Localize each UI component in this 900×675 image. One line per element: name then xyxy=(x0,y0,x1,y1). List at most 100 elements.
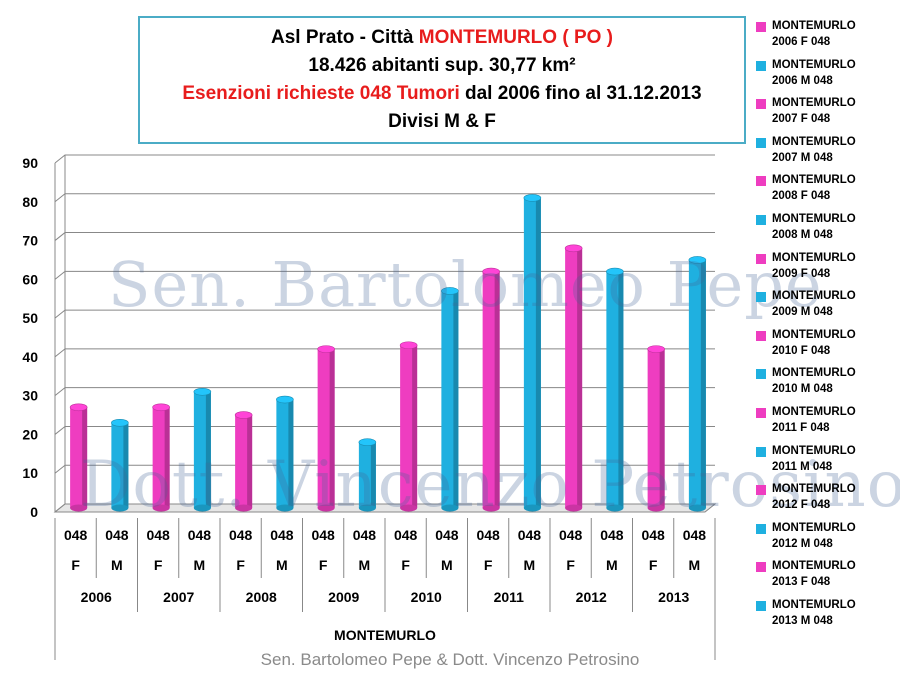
bar-2010-M xyxy=(441,287,459,512)
legend-item: MONTEMURLO 2009 M 048 xyxy=(752,288,900,327)
plot-back-wall xyxy=(65,155,715,504)
legend-label: MONTEMURLO 2012 M 048 xyxy=(772,521,856,550)
x-tick-code: 048 xyxy=(394,527,418,543)
legend-label: MONTEMURLO 2010 F 048 xyxy=(772,328,856,357)
legend-item: MONTEMURLO 2011 M 048 xyxy=(752,443,900,482)
x-tick-code: 048 xyxy=(105,527,129,543)
x-tick-code: 048 xyxy=(64,527,88,543)
bar-bottom-cap xyxy=(193,504,211,512)
bar-bottom-cap xyxy=(688,504,706,512)
legend-item: MONTEMURLO 2010 F 048 xyxy=(752,327,900,366)
bar-top-cap xyxy=(564,244,583,253)
legend-swatch xyxy=(756,214,766,225)
bar-2008-M xyxy=(276,395,294,512)
chart-title-box: Asl Prato - Città MONTEMURLO ( PO ) 18.4… xyxy=(138,16,746,144)
legend-label: MONTEMURLO 2012 F 048 xyxy=(772,483,856,512)
x-tick-sex: M xyxy=(194,557,206,573)
x-tick-sex: F xyxy=(484,557,493,573)
x-tick-year: 2011 xyxy=(494,589,525,605)
x-tick-year: 2012 xyxy=(576,589,607,605)
bar-bottom-cap xyxy=(70,504,88,512)
x-tick-code: 048 xyxy=(146,527,170,543)
legend-label: MONTEMURLO 2007 M 048 xyxy=(772,135,856,164)
bar-2009-F xyxy=(317,345,335,512)
legend-item: MONTEMURLO 2008 F 048 xyxy=(752,172,900,211)
bar-shade xyxy=(659,349,665,508)
legend-swatch xyxy=(756,446,766,457)
legend-swatch xyxy=(756,137,766,148)
legend-swatch xyxy=(756,485,766,496)
bar-bottom-cap xyxy=(523,504,541,512)
bar-2010-F xyxy=(399,341,418,512)
bar-bottom-cap xyxy=(152,504,170,512)
title-line-4: Divisi M & F xyxy=(388,111,496,132)
x-tick-sex: M xyxy=(441,557,453,573)
x-tick-year: 2009 xyxy=(328,589,359,605)
x-tick-code: 048 xyxy=(641,527,665,543)
bar-bottom-cap xyxy=(317,504,335,512)
legend-swatch xyxy=(756,600,766,611)
bar-top-cap xyxy=(193,387,212,396)
bar-shade xyxy=(288,399,294,508)
legend-swatch xyxy=(756,523,766,534)
x-tick-code: 048 xyxy=(188,527,212,543)
legend-item: MONTEMURLO 2007 F 048 xyxy=(752,95,900,134)
legend-item: MONTEMURLO 2006 F 048 xyxy=(752,18,900,57)
title-line-1: Asl Prato - Città MONTEMURLO ( PO ) xyxy=(140,24,744,52)
x-tick-sex: M xyxy=(359,557,371,573)
bar-top-cap xyxy=(482,267,500,276)
bar-2007-F xyxy=(152,403,170,512)
y-tick-label: 0 xyxy=(30,504,38,520)
bar-top-cap xyxy=(399,341,418,350)
bar-2008-F xyxy=(234,411,253,512)
legend-label: MONTEMURLO 2006 M 048 xyxy=(772,58,856,87)
bar-top-cap xyxy=(69,403,88,412)
x-tick-code: 048 xyxy=(683,527,707,543)
bar-2011-F xyxy=(482,267,500,512)
bar-2009-M xyxy=(358,438,377,512)
legend-swatch xyxy=(756,22,766,32)
bar-bottom-cap xyxy=(482,504,500,512)
bar-top-cap xyxy=(688,256,707,264)
legend-label: MONTEMURLO 2008 M 048 xyxy=(772,212,856,241)
y-tick-label: 10 xyxy=(22,465,38,481)
x-tick-sex: F xyxy=(649,557,658,573)
x-tick-code: 048 xyxy=(435,527,459,543)
bar-shade xyxy=(247,415,253,508)
x-tick-code: 048 xyxy=(311,527,335,543)
x-tick-year: 2010 xyxy=(411,589,442,605)
x-tick-year: 2008 xyxy=(246,589,277,605)
x-tick-sex: M xyxy=(524,557,536,573)
legend-item: MONTEMURLO 2012 F 048 xyxy=(752,481,900,520)
x-tick-year: 2007 xyxy=(163,589,194,605)
bar-shade xyxy=(577,248,583,509)
bar-top-cap xyxy=(317,345,335,353)
bar-top-cap xyxy=(606,267,624,276)
title-line-3: Esenzioni richieste 048 Tumori dal 2006 … xyxy=(140,80,744,108)
x-tick-code: 048 xyxy=(600,527,624,543)
legend-label: MONTEMURLO 2013 F 048 xyxy=(772,560,856,589)
y-tick-label: 70 xyxy=(22,233,38,249)
legend-item: MONTEMURLO 2007 M 048 xyxy=(752,134,900,173)
legend-swatch xyxy=(756,330,766,341)
bar-2007-M xyxy=(193,387,212,512)
bar-top-cap xyxy=(441,287,459,295)
legend-item: MONTEMURLO 2012 M 048 xyxy=(752,520,900,559)
x-tick-sex: F xyxy=(236,557,245,573)
bar-shade xyxy=(205,391,211,508)
legend-swatch xyxy=(756,176,766,187)
bar-bottom-cap xyxy=(565,504,583,512)
y-tick-label: 60 xyxy=(22,271,38,287)
bar-top-cap xyxy=(276,395,294,404)
legend-swatch xyxy=(756,253,766,264)
bar-2006-M xyxy=(111,419,129,512)
bar-shade xyxy=(82,407,88,508)
legend-item: MONTEMURLO 2008 M 048 xyxy=(752,211,900,250)
x-tick-sex: F xyxy=(319,557,328,573)
x-tick-sex: F xyxy=(154,557,163,573)
x-group-label: MONTEMURLO xyxy=(334,627,436,643)
legend-label: MONTEMURLO 2011 M 048 xyxy=(772,444,856,473)
bar-top-cap xyxy=(647,345,665,353)
y-tick-label: 50 xyxy=(22,310,38,326)
legend-item: MONTEMURLO 2009 F 048 xyxy=(752,250,900,289)
